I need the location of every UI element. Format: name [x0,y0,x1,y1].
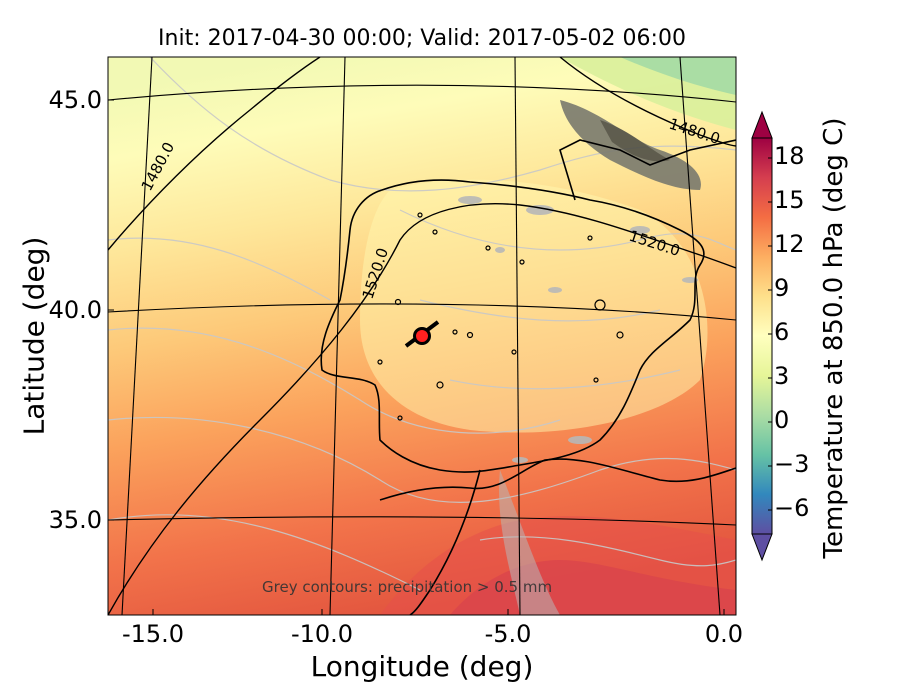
colorbar-tick-label: 3 [774,362,790,390]
y-tick-label: 40.0 [48,296,102,324]
colorbar-tick-label: 0 [774,406,790,434]
colorbar-tick-label: 15 [774,186,805,214]
x-tick-label: -5.0 [484,620,532,648]
colorbar-tick-label: 18 [774,142,805,170]
colorbar-tick-label: −3 [774,450,810,478]
y-tick-label: 35.0 [48,506,102,534]
plot-frame [107,56,737,616]
x-axis-label: Longitude (deg) [310,650,534,683]
colorbar-label: Temperature at 850.0 hPa (deg C) [819,117,849,559]
x-tick-label: -10.0 [290,620,354,648]
plot-title: Init: 2017-04-30 00:00; Valid: 2017-05-0… [158,26,686,51]
colorbar-tick-label: 12 [774,230,805,258]
x-tick-label: 0.0 [704,620,744,648]
location-marker [404,320,440,348]
colorbar-tick-label: 6 [774,318,790,346]
y-tick-label: 45.0 [48,86,102,114]
temperature-field [108,57,736,615]
x-tick-label: -15.0 [121,620,185,648]
colorbar [751,110,773,562]
colorbar-tick-label: 9 [774,274,790,302]
y-axis-label: Latitude (deg) [17,236,51,436]
precipitation-note: Grey contours: precipitation > 0.5 mm [262,578,553,596]
colorbar-tick-label: −6 [774,494,810,522]
